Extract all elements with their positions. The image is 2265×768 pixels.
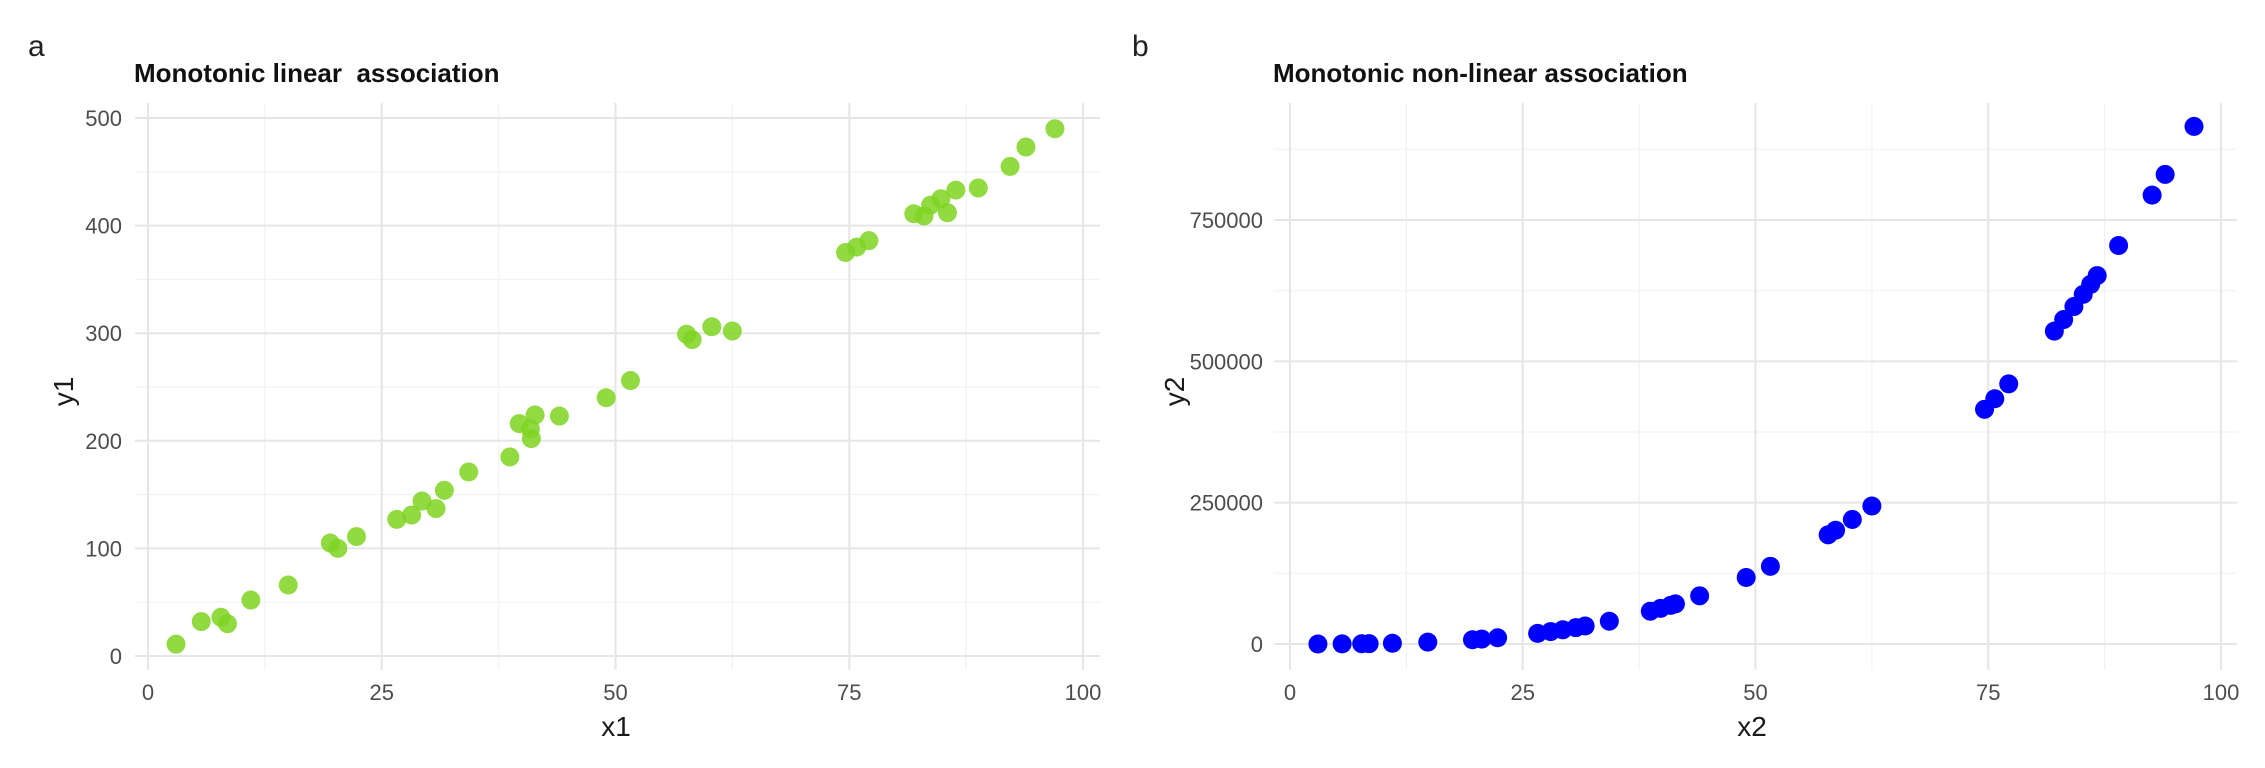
data-point: [1985, 389, 2005, 409]
data-point: [1359, 634, 1379, 654]
data-point: [620, 371, 640, 391]
data-point: [328, 538, 348, 558]
data-point: [2155, 164, 2175, 184]
y-tick-label: 500: [85, 106, 122, 131]
y-axis-title: y2: [1159, 377, 1190, 407]
data-point: [682, 330, 702, 350]
data-point: [1016, 137, 1036, 157]
data-point: [1308, 634, 1328, 654]
chart-title: Monotonic linear association: [134, 58, 500, 88]
data-point: [1736, 568, 1756, 588]
x-tick-label: 75: [837, 680, 861, 705]
data-point: [525, 405, 545, 425]
data-point: [1999, 374, 2019, 394]
y-tick-label: 500000: [1190, 349, 1263, 374]
y-tick-label: 400: [85, 214, 122, 239]
data-point: [241, 590, 261, 610]
x-tick-label: 100: [2203, 680, 2240, 705]
x-tick-label: 0: [142, 680, 154, 705]
data-point: [1472, 629, 1492, 649]
data-point: [426, 499, 446, 519]
x-tick-label: 100: [1065, 680, 1102, 705]
y-tick-label: 250000: [1190, 491, 1263, 516]
data-point: [596, 388, 616, 408]
data-point: [412, 491, 432, 511]
panel-b: b Monotonic non-linear association 0 25 50…: [1132, 0, 2265, 768]
data-point: [402, 505, 422, 525]
y-tick-label: 200: [85, 429, 122, 454]
data-point: [191, 612, 211, 632]
y-tick-label: 100: [85, 536, 122, 561]
data-point: [2109, 235, 2129, 255]
y-tick-label: 750000: [1190, 208, 1263, 233]
data-point: [1575, 616, 1595, 636]
data-point: [702, 317, 722, 337]
data-point: [1332, 634, 1352, 654]
y-tick-label: 0: [110, 644, 122, 669]
data-point: [1665, 594, 1685, 614]
panel-letter: a: [28, 30, 45, 63]
data-point: [1418, 632, 1438, 652]
y-tick-label: 0: [1251, 632, 1263, 657]
x-tick-label: 75: [1976, 680, 2000, 705]
chart-title: Monotonic non-linear association: [1273, 58, 1688, 88]
data-point: [1000, 156, 1020, 176]
x-tick-label: 50: [1743, 680, 1767, 705]
x-tick-label: 0: [1284, 680, 1296, 705]
data-point: [1382, 633, 1402, 653]
data-point: [549, 406, 569, 426]
scatter-plot-nonlinear: 0 25 50 75 100 0 250000 500000 750000 x2 y2: [1159, 103, 2240, 742]
data-point: [1826, 520, 1846, 540]
panel-a: a Monotonic linear association 0 25 50 75 10…: [0, 0, 1132, 768]
x-tick-label: 50: [603, 680, 627, 705]
grid: [1274, 103, 2237, 670]
data-point: [217, 614, 237, 634]
data-point: [1045, 119, 1065, 139]
data-point: [2054, 310, 2074, 330]
y-axis-title: y1: [48, 377, 79, 407]
data-point: [2184, 116, 2204, 136]
data-point: [2142, 185, 2162, 205]
data-point: [946, 180, 966, 200]
x-tick-label: 25: [1511, 680, 1535, 705]
data-point: [859, 231, 879, 251]
data-point: [1690, 586, 1710, 606]
points: [166, 119, 1065, 654]
x-tick-label: 25: [370, 680, 394, 705]
data-point: [459, 462, 479, 482]
data-point: [722, 321, 742, 341]
data-point: [968, 178, 988, 198]
x-axis-title: x2: [1737, 711, 1767, 742]
scatter-plot-linear: 0 25 50 75 100 0 100 200 300 400 500 x1 y1: [48, 103, 1102, 742]
data-point: [1599, 611, 1619, 631]
data-point: [434, 480, 454, 500]
data-point: [1488, 628, 1508, 648]
data-point: [937, 203, 957, 223]
panel-letter: b: [1132, 30, 1149, 63]
data-point: [1760, 556, 1780, 576]
data-point: [1862, 496, 1882, 516]
x-axis-title: x1: [601, 711, 631, 742]
grid: [135, 103, 1100, 670]
data-point: [387, 509, 407, 529]
y-tick-label: 300: [85, 321, 122, 346]
data-point: [521, 429, 541, 449]
points: [1308, 116, 2204, 654]
data-point: [1842, 509, 1862, 529]
data-point: [278, 575, 298, 595]
data-point: [347, 527, 367, 547]
data-point: [166, 634, 186, 654]
data-point: [2087, 266, 2107, 286]
data-point: [500, 447, 520, 467]
